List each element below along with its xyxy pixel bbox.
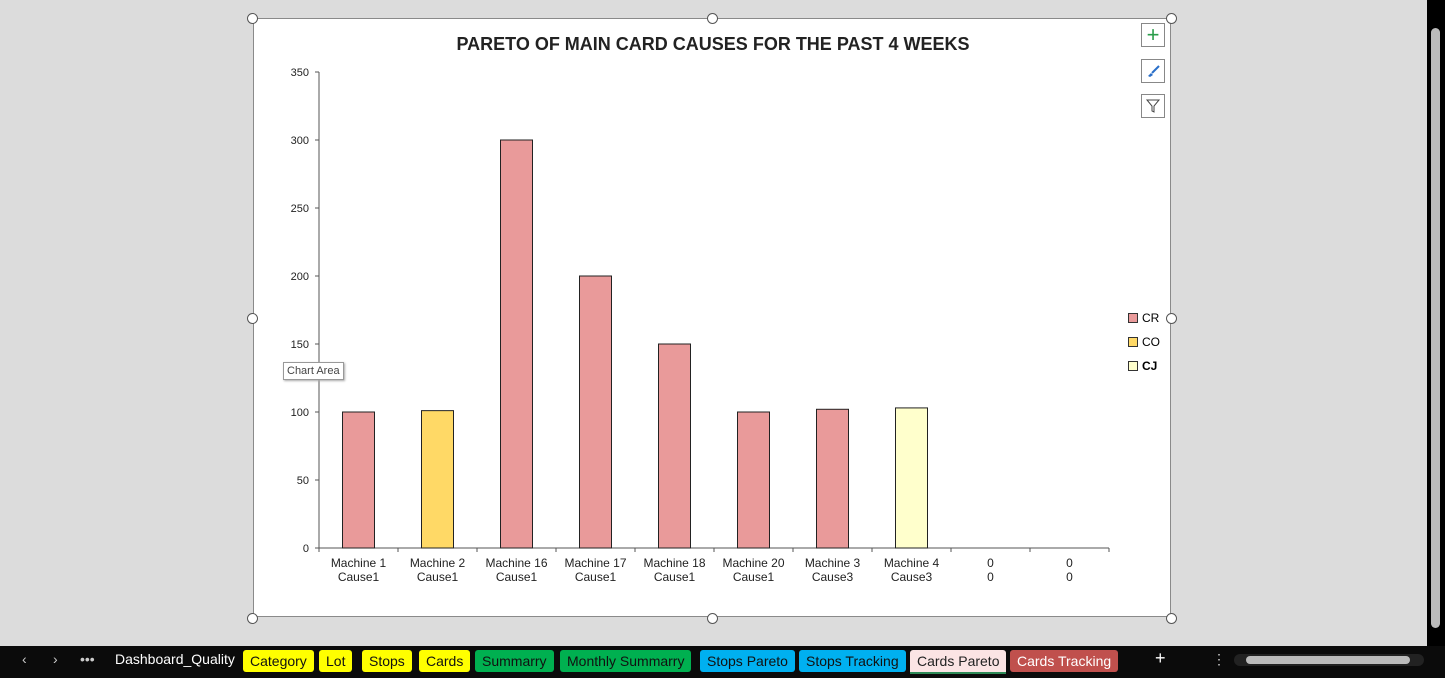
bar (579, 275, 612, 549)
legend-entry: CR (1128, 306, 1160, 330)
bar (421, 410, 454, 549)
sheet-tab-bar: ‹ › ••• Dashboard_Quality Category Lot Sto… (0, 646, 1445, 678)
x-tick-label: Machine 2 (410, 556, 466, 570)
chart-styles-button[interactable] (1141, 59, 1165, 83)
resize-handle[interactable] (707, 13, 718, 24)
chart-filters-button[interactable] (1141, 94, 1165, 118)
tab-stops-pareto[interactable]: Stops Pareto (700, 650, 795, 672)
legend-swatch (1128, 313, 1138, 323)
resize-handle[interactable] (1166, 13, 1177, 24)
y-tick-label: 50 (297, 475, 309, 487)
x-tick-label: Cause1 (654, 570, 696, 584)
scroll-thumb[interactable] (1431, 28, 1440, 628)
tab-lot[interactable]: Lot (319, 650, 353, 672)
x-tick-label: Machine 4 (884, 556, 940, 570)
x-tick-label: Machine 20 (722, 556, 784, 570)
x-tick-label: Machine 1 (331, 556, 387, 570)
x-tick-label: Cause3 (891, 570, 933, 584)
tab-dashboard-quality[interactable]: Dashboard_Quality (115, 651, 235, 667)
chart-elements-button[interactable]: + (1141, 23, 1165, 47)
legend-entry: CO (1128, 330, 1160, 354)
bar (342, 411, 375, 549)
y-tick-label: 0 (303, 543, 309, 555)
horizontal-scrollbar[interactable] (1234, 654, 1424, 666)
x-tick-label: Cause1 (417, 570, 459, 584)
plus-icon: + (1146, 22, 1160, 47)
bar (500, 139, 533, 549)
resize-handle[interactable] (1166, 313, 1177, 324)
bar (737, 411, 770, 549)
y-tick-label: 350 (291, 67, 309, 79)
scroll-thumb[interactable] (1246, 656, 1410, 664)
bar (658, 343, 691, 549)
x-tick-label: Cause1 (496, 570, 538, 584)
x-tick-label: Machine 3 (805, 556, 861, 570)
x-tick-label: Machine 16 (485, 556, 547, 570)
x-tick-label: Cause1 (733, 570, 775, 584)
legend-label: CO (1142, 335, 1160, 349)
prev-sheet-icon[interactable]: ‹ (22, 651, 27, 667)
legend-label: CR (1142, 311, 1160, 325)
tab-stops[interactable]: Stops (362, 650, 412, 672)
x-tick-label: Cause1 (338, 570, 380, 584)
vertical-scrollbar[interactable] (1427, 0, 1445, 646)
tab-stops-tracking[interactable]: Stops Tracking (799, 650, 906, 672)
chart-area-tooltip: Chart Area (283, 362, 344, 380)
resize-handle[interactable] (707, 613, 718, 624)
resize-handle[interactable] (247, 613, 258, 624)
tab-cards[interactable]: Cards (419, 650, 471, 672)
x-tick-label: 0 (1066, 570, 1073, 584)
legend-swatch (1128, 337, 1138, 347)
tab-cards-tracking[interactable]: Cards Tracking (1010, 650, 1119, 672)
tab-summarry[interactable]: Summarry (475, 650, 554, 672)
tab-monthly-summarry[interactable]: Monthly Summarry (560, 650, 692, 672)
more-sheets-icon[interactable]: ••• (80, 651, 95, 667)
x-tick-label: Cause3 (812, 570, 854, 584)
legend: CR CO CJ (1128, 306, 1160, 378)
y-tick-label: 150 (291, 339, 309, 351)
x-tick-label: 0 (987, 556, 994, 570)
resize-handle[interactable] (247, 313, 258, 324)
tab-cards-pareto[interactable]: Cards Pareto (910, 650, 1007, 674)
x-tick-label: Machine 18 (643, 556, 705, 570)
resize-handle[interactable] (247, 13, 258, 24)
x-tick-label: 0 (987, 570, 994, 584)
x-tick-label: Machine 17 (564, 556, 626, 570)
x-tick-label: 0 (1066, 556, 1073, 570)
chart-area[interactable]: 0 50 100 150 200 250 300 350 Machine 1 Cause1 Mach… (253, 18, 1171, 617)
x-tick-label: Cause1 (575, 570, 617, 584)
tab-category[interactable]: Category (243, 650, 314, 672)
legend-label: CJ (1142, 359, 1158, 373)
bar (816, 408, 849, 549)
filter-icon (1145, 99, 1161, 113)
y-tick-label: 100 (291, 407, 309, 419)
brush-icon (1148, 65, 1160, 77)
legend-swatch (1128, 361, 1138, 371)
resize-handle[interactable] (1166, 613, 1177, 624)
options-icon[interactable]: ⋮ (1212, 651, 1226, 667)
chart-title: PARETO OF MAIN CARD CAUSES FOR THE PAST … (456, 34, 970, 54)
add-sheet-icon[interactable]: + (1155, 648, 1166, 668)
bar (895, 407, 928, 549)
legend-entry: CJ (1128, 354, 1160, 378)
next-sheet-icon[interactable]: › (53, 651, 58, 667)
y-tick-label: 200 (291, 271, 309, 283)
y-tick-label: 250 (291, 203, 309, 215)
y-tick-label: 300 (291, 135, 309, 147)
